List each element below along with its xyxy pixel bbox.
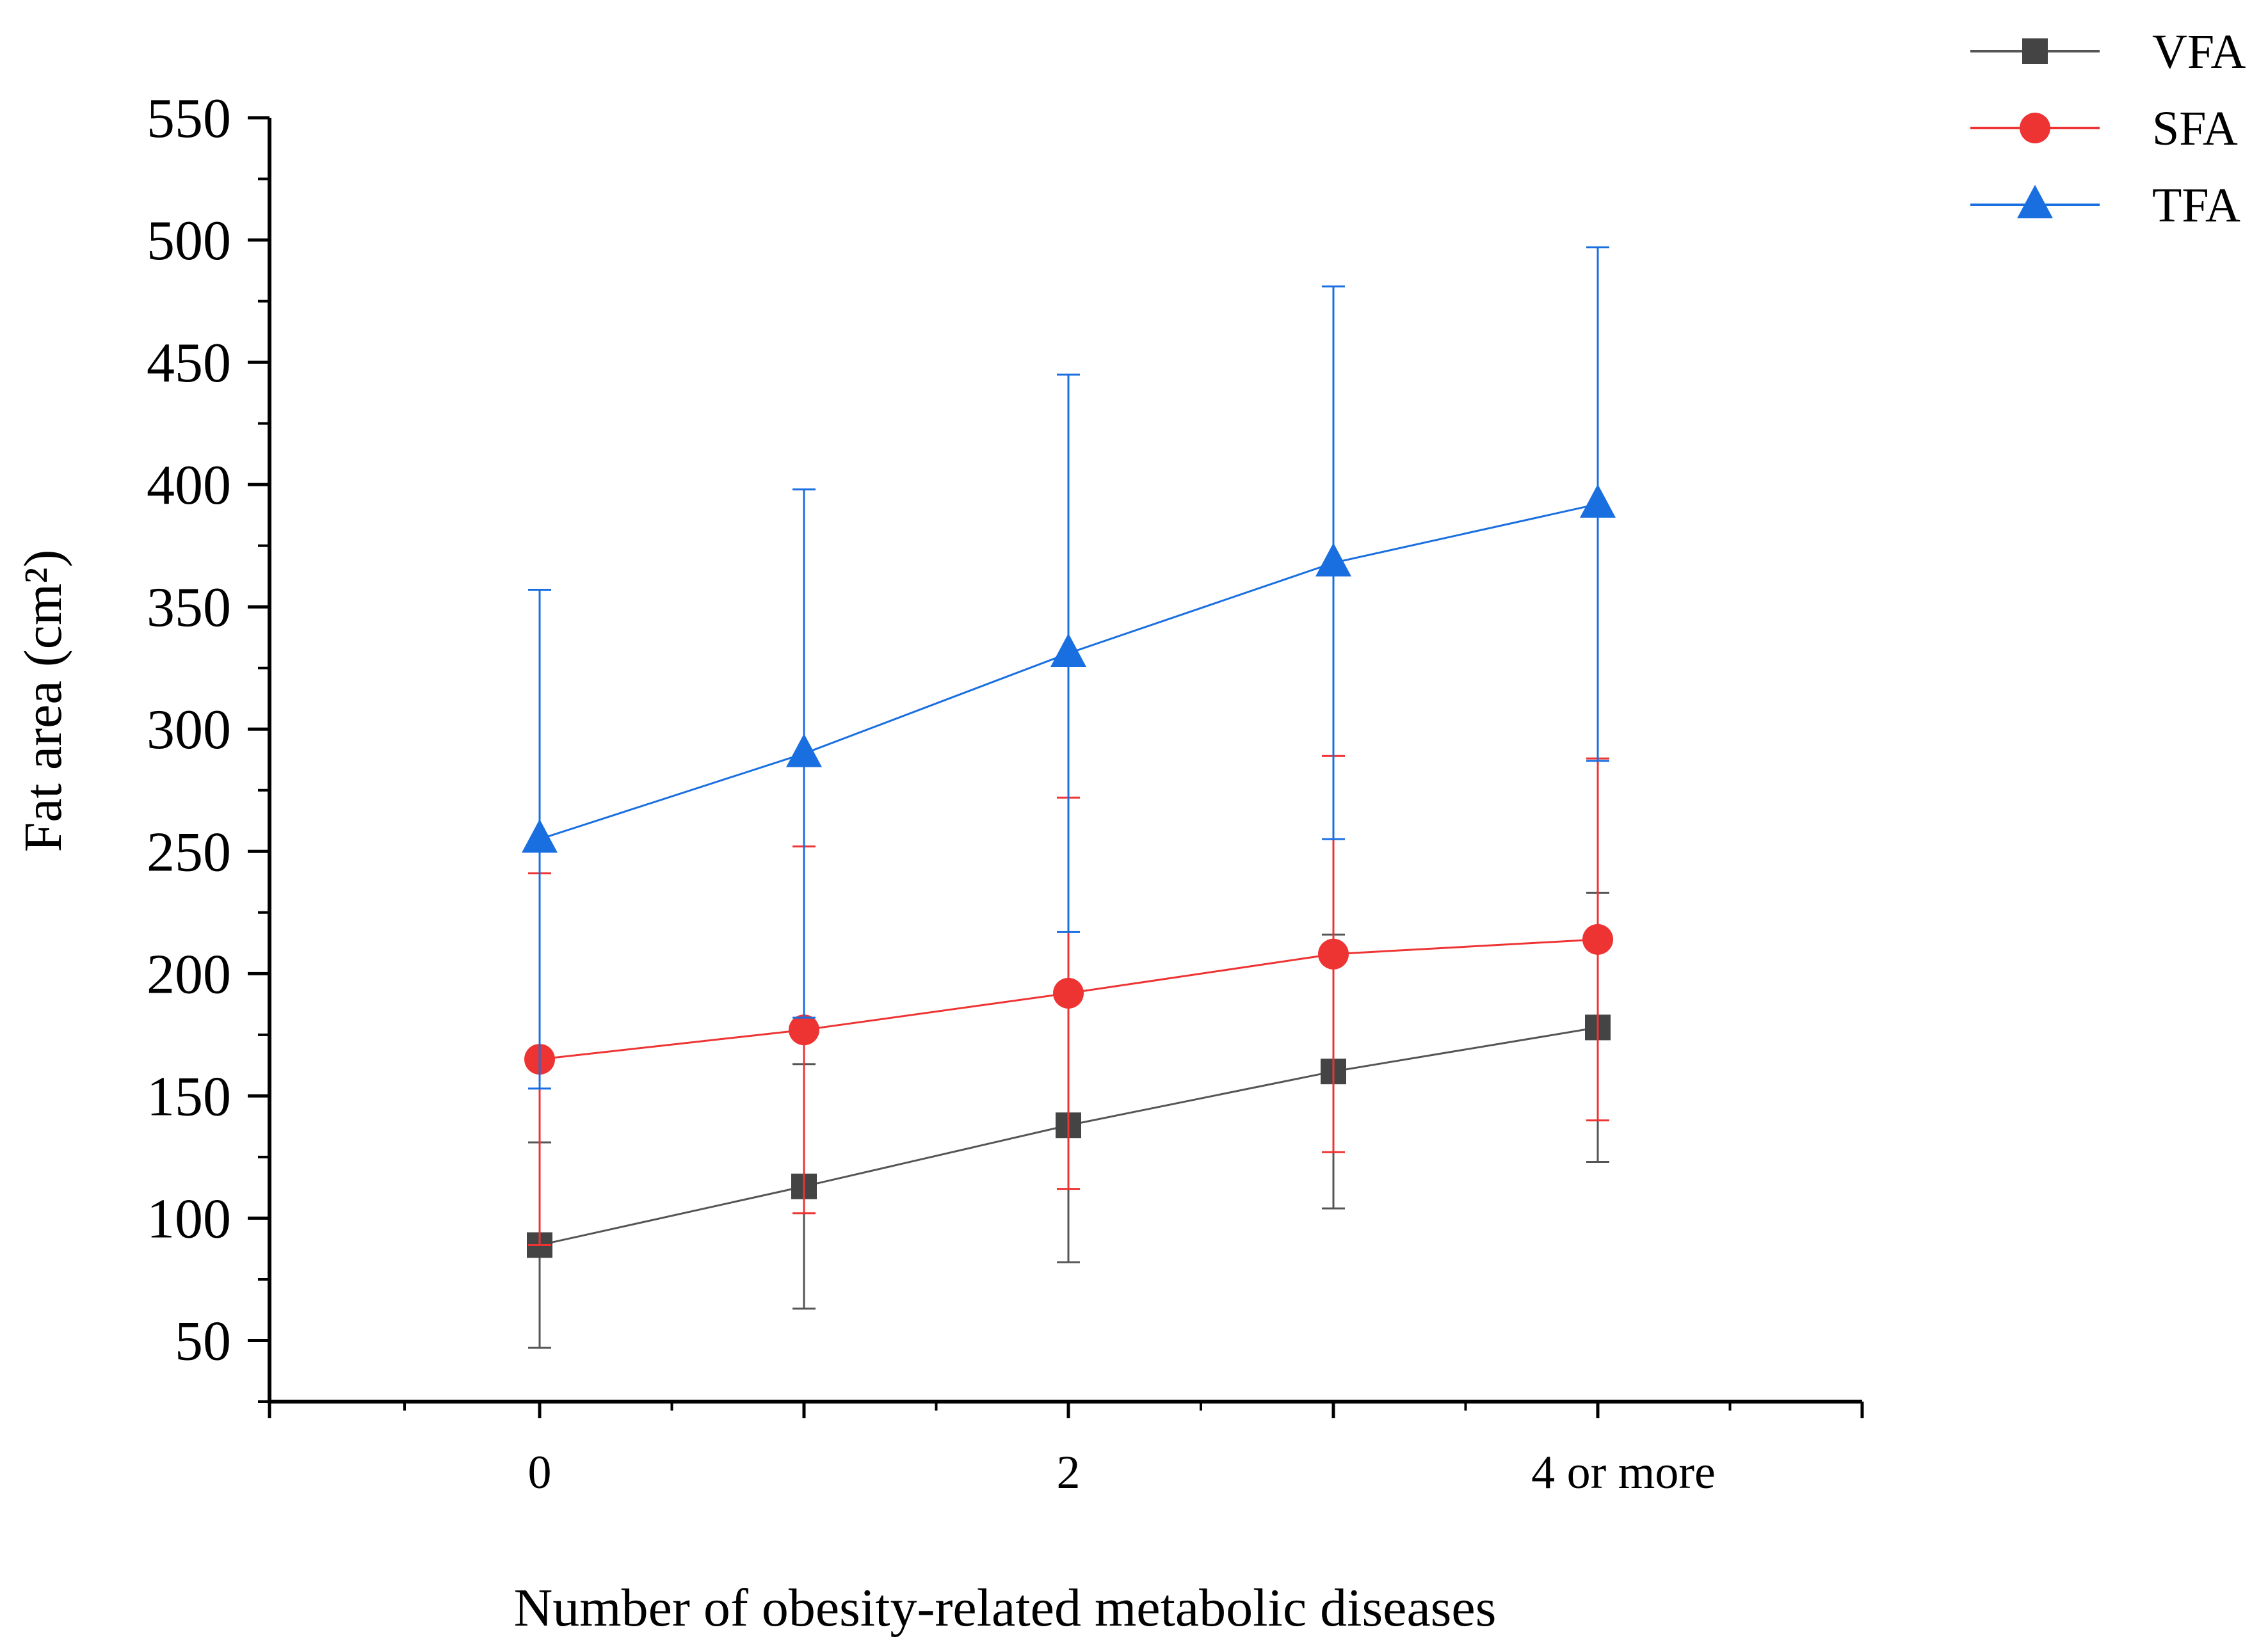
legend-item-tfa: TFA — [1970, 179, 2240, 232]
x-tick-label: 2 — [1057, 1446, 1081, 1499]
series-tfa — [522, 246, 1616, 1090]
y-tick-label: 450 — [147, 332, 231, 394]
y-axis-ticks: 50 100 150 200 250 300 350 400 450 500 550 — [147, 88, 269, 1403]
legend-marker-sfa — [2020, 113, 2050, 143]
legend-marker-tfa — [2017, 184, 2053, 219]
y-tick-label: 250 — [147, 821, 231, 883]
x-tick-label: 0 — [528, 1446, 552, 1499]
point-sfa — [1582, 924, 1613, 955]
legend-label: VFA — [2152, 25, 2246, 79]
y-axis-title: Fat area (cm²) — [13, 550, 73, 852]
legend-label: TFA — [2152, 179, 2240, 232]
axes — [268, 118, 1862, 1404]
series-layer — [522, 246, 1616, 1349]
x-axis-ticks: 0 2 4 or more — [268, 1402, 1864, 1499]
y-tick-label: 200 — [147, 943, 231, 1005]
point-tfa — [1315, 543, 1351, 577]
legend-item-sfa: SFA — [1970, 102, 2238, 156]
y-tick-label: 400 — [147, 454, 231, 516]
point-tfa — [1050, 633, 1086, 667]
y-tick-label: 100 — [147, 1188, 231, 1250]
legend-marker-vfa — [2022, 38, 2048, 64]
y-tick-label: 550 — [147, 88, 231, 150]
y-tick-label: 350 — [147, 577, 231, 639]
y-tick-label: 500 — [147, 210, 231, 272]
point-sfa — [789, 1014, 819, 1046]
point-sfa — [1318, 938, 1349, 970]
point-sfa — [1053, 977, 1084, 1009]
point-tfa — [522, 819, 558, 853]
y-tick-label: 50 — [175, 1310, 231, 1372]
y-tick-label: 150 — [147, 1066, 231, 1128]
y-tick-label: 300 — [147, 699, 231, 761]
point-tfa — [1580, 484, 1616, 518]
legend-label: SFA — [2152, 102, 2238, 156]
legend-item-vfa: VFA — [1970, 25, 2246, 79]
x-axis-title: Number of obesity-related metabolic dise… — [514, 1578, 1497, 1638]
x-tick-label: 4 or more — [1531, 1446, 1716, 1499]
legend: VFA SFA TFA — [1970, 25, 2246, 232]
point-tfa — [786, 733, 822, 767]
